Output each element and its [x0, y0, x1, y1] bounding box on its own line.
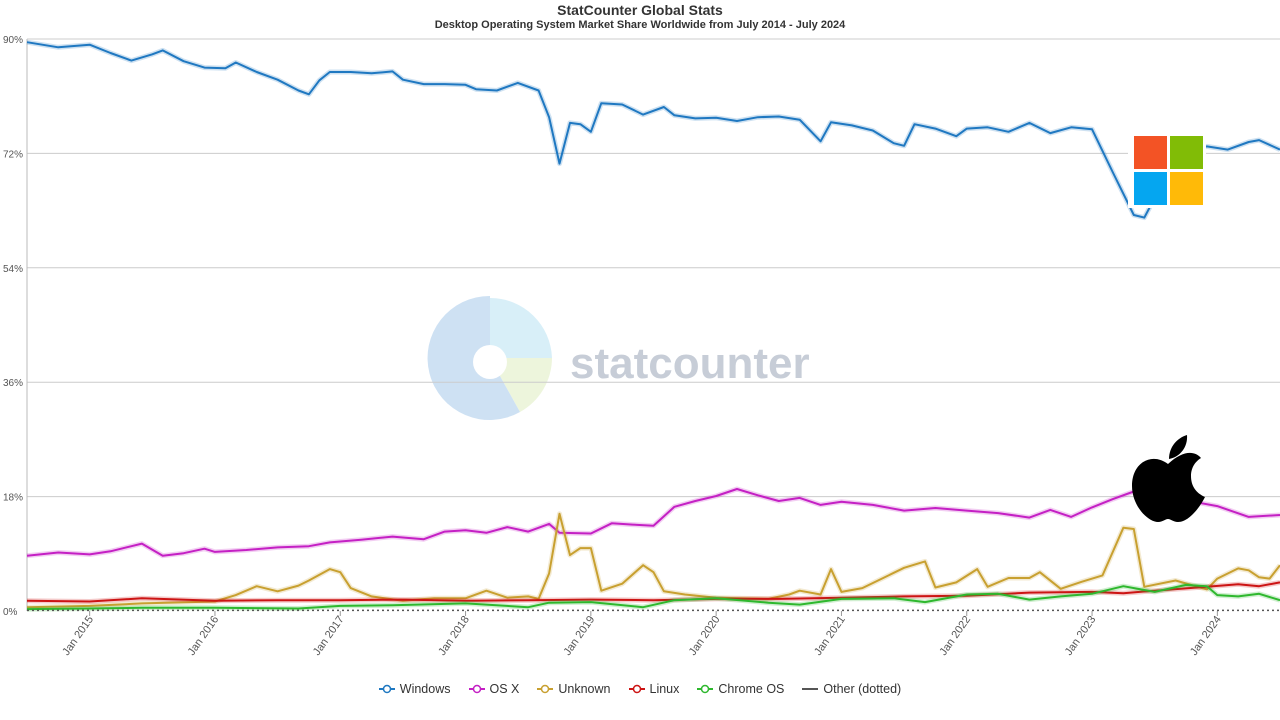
- x-tick-label: Jan 2023: [1063, 614, 1099, 658]
- x-tick-label: Jan 2015: [60, 614, 96, 658]
- legend-label: Chrome OS: [718, 682, 785, 696]
- apple-logo-icon: [1132, 435, 1205, 522]
- os-x-line[interactable]: [26, 488, 1280, 557]
- x-tick-label: Jan 2024: [1188, 614, 1224, 658]
- watermark-text: statcounter: [570, 339, 810, 388]
- x-tick-label: Jan 2018: [436, 614, 472, 658]
- chrome-os-line[interactable]: [26, 583, 1280, 611]
- legend-item-os-x[interactable]: OS X: [468, 682, 520, 696]
- y-tick-label: 54%: [3, 264, 23, 275]
- y-tick-label: 18%: [3, 493, 23, 504]
- legend-item-windows[interactable]: Windows: [378, 682, 451, 696]
- chart-title: StatCounter Global Stats: [557, 2, 723, 18]
- y-tick-label: 0%: [3, 607, 18, 618]
- x-tick-label: Jan 2019: [562, 614, 598, 658]
- windows-logo-icon: [1128, 130, 1206, 208]
- legend-item-unknown[interactable]: Unknown: [537, 682, 611, 696]
- watermark-pie-icon: [490, 297, 552, 358]
- legend-label: Windows: [399, 682, 451, 696]
- y-tick-label: 90%: [3, 35, 23, 46]
- legend-label: Unknown: [558, 682, 611, 696]
- statcounter-watermark: statcounter: [427, 295, 810, 420]
- legend-label: OS X: [489, 682, 520, 696]
- series-lines: [26, 39, 1280, 612]
- legend-marker-icon: [378, 684, 395, 694]
- y-tick-label: 36%: [3, 378, 23, 389]
- legend-item-other-dotted[interactable]: Other (dotted): [802, 682, 901, 696]
- chart-subtitle: Desktop Operating System Market Share Wo…: [434, 19, 846, 31]
- x-tick-label: Jan 2017: [311, 614, 347, 658]
- legend-item-linux[interactable]: Linux: [628, 682, 680, 696]
- x-tick-label: Jan 2016: [186, 614, 222, 658]
- legend-label: Linux: [649, 682, 680, 696]
- windows-line[interactable]: [26, 41, 1280, 219]
- x-tick-label: Jan 2020: [687, 614, 723, 658]
- watermark-pie-icon: [490, 358, 552, 412]
- chart-legend: Windows OS X Unknown Linux Chrome OS Other (d…: [0, 682, 1280, 696]
- legend-item-chrome-os[interactable]: Chrome OS: [697, 682, 784, 696]
- y-tick-label: 72%: [3, 149, 23, 160]
- legend-label: Other (dotted): [823, 682, 902, 696]
- legend-marker-icon: [802, 688, 819, 690]
- legend-marker-icon: [468, 684, 485, 694]
- os-x-line-halo: [26, 486, 1280, 559]
- x-tick-label: Jan 2022: [937, 614, 973, 658]
- legend-marker-icon: [537, 684, 554, 694]
- grid: [27, 38, 1280, 498]
- legend-marker-icon: [628, 684, 645, 694]
- legend-marker-icon: [697, 684, 714, 694]
- x-tick-label: Jan 2021: [812, 614, 848, 658]
